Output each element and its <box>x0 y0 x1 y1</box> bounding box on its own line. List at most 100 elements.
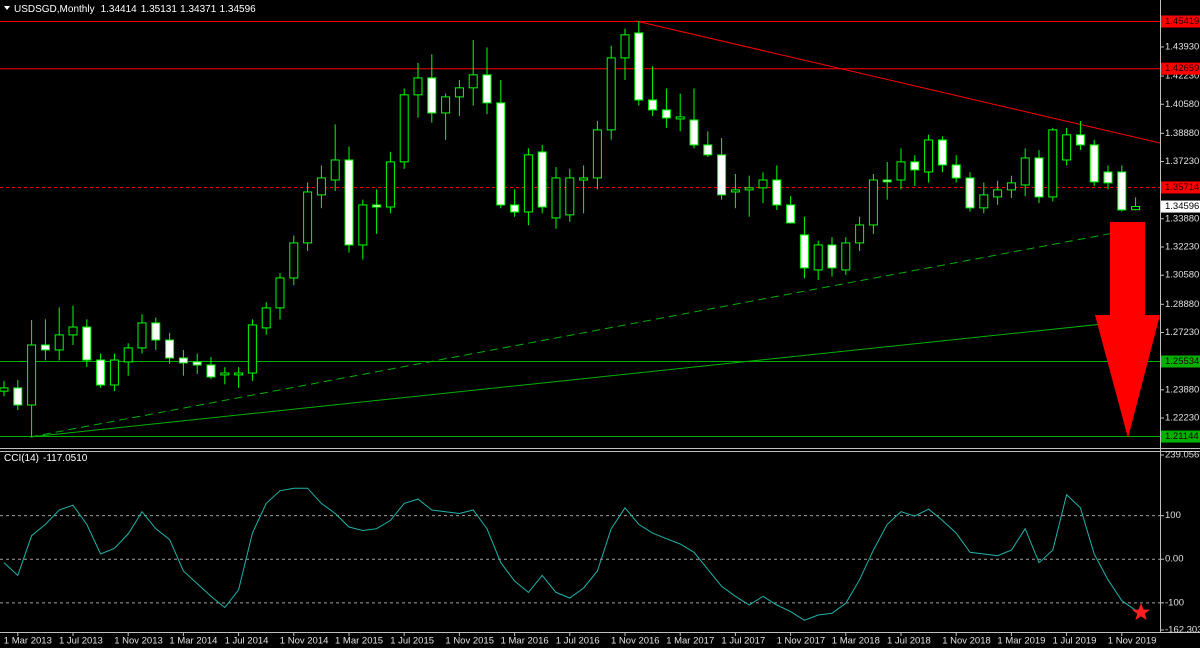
indicator-title: CCI(14) <box>4 453 39 464</box>
level-label-box <box>1161 181 1200 194</box>
level-label: 1.42659 <box>1165 63 1199 74</box>
bear-candle-body <box>151 322 161 341</box>
bull-candle-body <box>758 179 768 189</box>
bull-candle-body <box>1131 206 1141 211</box>
bull-candle-body <box>234 372 244 376</box>
current-price-label: 1.34596 <box>1165 201 1199 212</box>
x-tick-label: 1 Mar 2017 <box>666 636 714 647</box>
bear-candle-body <box>427 77 437 114</box>
bear-candle-body <box>1075 134 1085 146</box>
y-tick-label: 1.40580 <box>1165 99 1199 110</box>
bear-candle-body <box>1103 171 1113 184</box>
bull-candle-body <box>813 244 823 271</box>
level-label-box <box>1161 355 1200 368</box>
bull-candle-body <box>68 326 78 336</box>
support-trendline <box>29 227 1141 438</box>
bull-candle-body <box>592 129 602 179</box>
y-tick-label: -162.3034 <box>1165 625 1200 636</box>
bull-candle-body <box>454 87 464 98</box>
bull-candle-body <box>896 161 906 181</box>
bull-candle-body <box>675 116 685 120</box>
bull-candle-body <box>413 77 423 96</box>
bear-candle-body <box>178 357 188 364</box>
bear-candle-body <box>82 326 92 361</box>
bear-candle-body <box>689 119 699 146</box>
bull-candle-body <box>730 189 740 193</box>
indicator-header: CCI(14) -117.0510 <box>4 453 88 464</box>
bear-candle-body <box>786 204 796 224</box>
bear-candle-body <box>648 99 658 111</box>
bull-candle-body <box>1062 134 1072 161</box>
bear-candle-body <box>96 359 106 386</box>
x-tick-label: 1 Nov 2016 <box>611 636 660 647</box>
bull-candle-body <box>358 204 368 246</box>
bear-candle-body <box>661 109 671 119</box>
y-tick-label: 239.0566 <box>1165 450 1200 461</box>
bull-candle-body <box>979 194 989 209</box>
x-tick-label: 1 Nov 2013 <box>114 636 163 647</box>
indicator-value: -117.0510 <box>43 453 88 464</box>
x-tick-label: 1 Nov 2015 <box>445 636 494 647</box>
bear-candle-body <box>1034 157 1044 198</box>
bull-candle-body <box>0 387 9 392</box>
bull-candle-body <box>855 224 865 244</box>
bull-candle-body <box>841 242 851 271</box>
bull-candle-body <box>399 94 409 163</box>
x-tick-label: 1 Mar 2013 <box>4 636 52 647</box>
cci-panel <box>0 487 1160 621</box>
bear-candle-body <box>910 161 920 171</box>
symbol-menu[interactable] <box>4 6 10 10</box>
bull-candle-body <box>565 177 575 216</box>
x-tick-label: 1 Jul 2019 <box>1053 636 1097 647</box>
bull-candle-body <box>247 324 257 374</box>
y-tick-label: 1.32230 <box>1165 242 1199 253</box>
y-tick-label: -100 <box>1165 597 1184 608</box>
bull-candle-body <box>303 191 313 244</box>
chart-header: USDSGD,Monthly 1.34414 1.35131 1.34371 1.345… <box>14 4 256 15</box>
y-tick-label: 1.28880 <box>1165 299 1199 310</box>
bull-candle-body <box>54 334 64 351</box>
low-value: 1.34371 <box>180 4 217 15</box>
y-tick-label: 1.43930 <box>1165 41 1199 52</box>
bull-candle-body <box>220 372 230 376</box>
level-label-box <box>1161 430 1200 443</box>
star-marker <box>1132 603 1150 620</box>
bull-candle-body <box>1020 157 1030 186</box>
bear-candle-body <box>496 102 506 206</box>
bear-candle-body <box>827 244 837 269</box>
x-tick-label: 1 Jul 2018 <box>887 636 931 647</box>
bear-candle-body <box>372 204 382 208</box>
high-value: 1.35131 <box>141 4 178 15</box>
bull-candle-body <box>468 74 478 89</box>
bear-candle-body <box>772 179 782 206</box>
level-label: 1.21144 <box>1165 431 1199 442</box>
bear-candle-body <box>537 151 547 208</box>
bull-candle-body <box>27 344 37 406</box>
y-tick-label: 1.30580 <box>1165 270 1199 281</box>
bear-candle-body <box>634 32 644 101</box>
bull-candle-body <box>551 177 561 219</box>
bull-candle-body <box>137 322 147 349</box>
y-tick-label: 0.00 <box>1165 554 1184 565</box>
y-tick-label: 1.23880 <box>1165 384 1199 395</box>
bull-candle-body <box>123 347 133 363</box>
bull-candle-body <box>275 277 285 309</box>
x-tick-label: 1 Mar 2019 <box>997 636 1045 647</box>
bull-candle-body <box>868 179 878 226</box>
bear-candle-body <box>965 177 975 209</box>
bear-candle-body <box>40 344 50 351</box>
bull-candle-body <box>744 187 754 191</box>
support-trendline <box>29 317 1160 438</box>
y-tick-label: 100 <box>1165 510 1181 521</box>
bull-candle-body <box>261 307 271 329</box>
x-tick-label: 1 Mar 2015 <box>335 636 383 647</box>
bear-candle-body <box>951 164 961 179</box>
bear-candle-body <box>882 179 892 183</box>
current-price-box <box>1161 200 1200 213</box>
bear-candle-body <box>206 364 216 378</box>
x-tick-label: 1 Jul 2014 <box>225 636 269 647</box>
close-value: 1.34596 <box>220 4 257 15</box>
bear-candle-body <box>1089 144 1099 183</box>
